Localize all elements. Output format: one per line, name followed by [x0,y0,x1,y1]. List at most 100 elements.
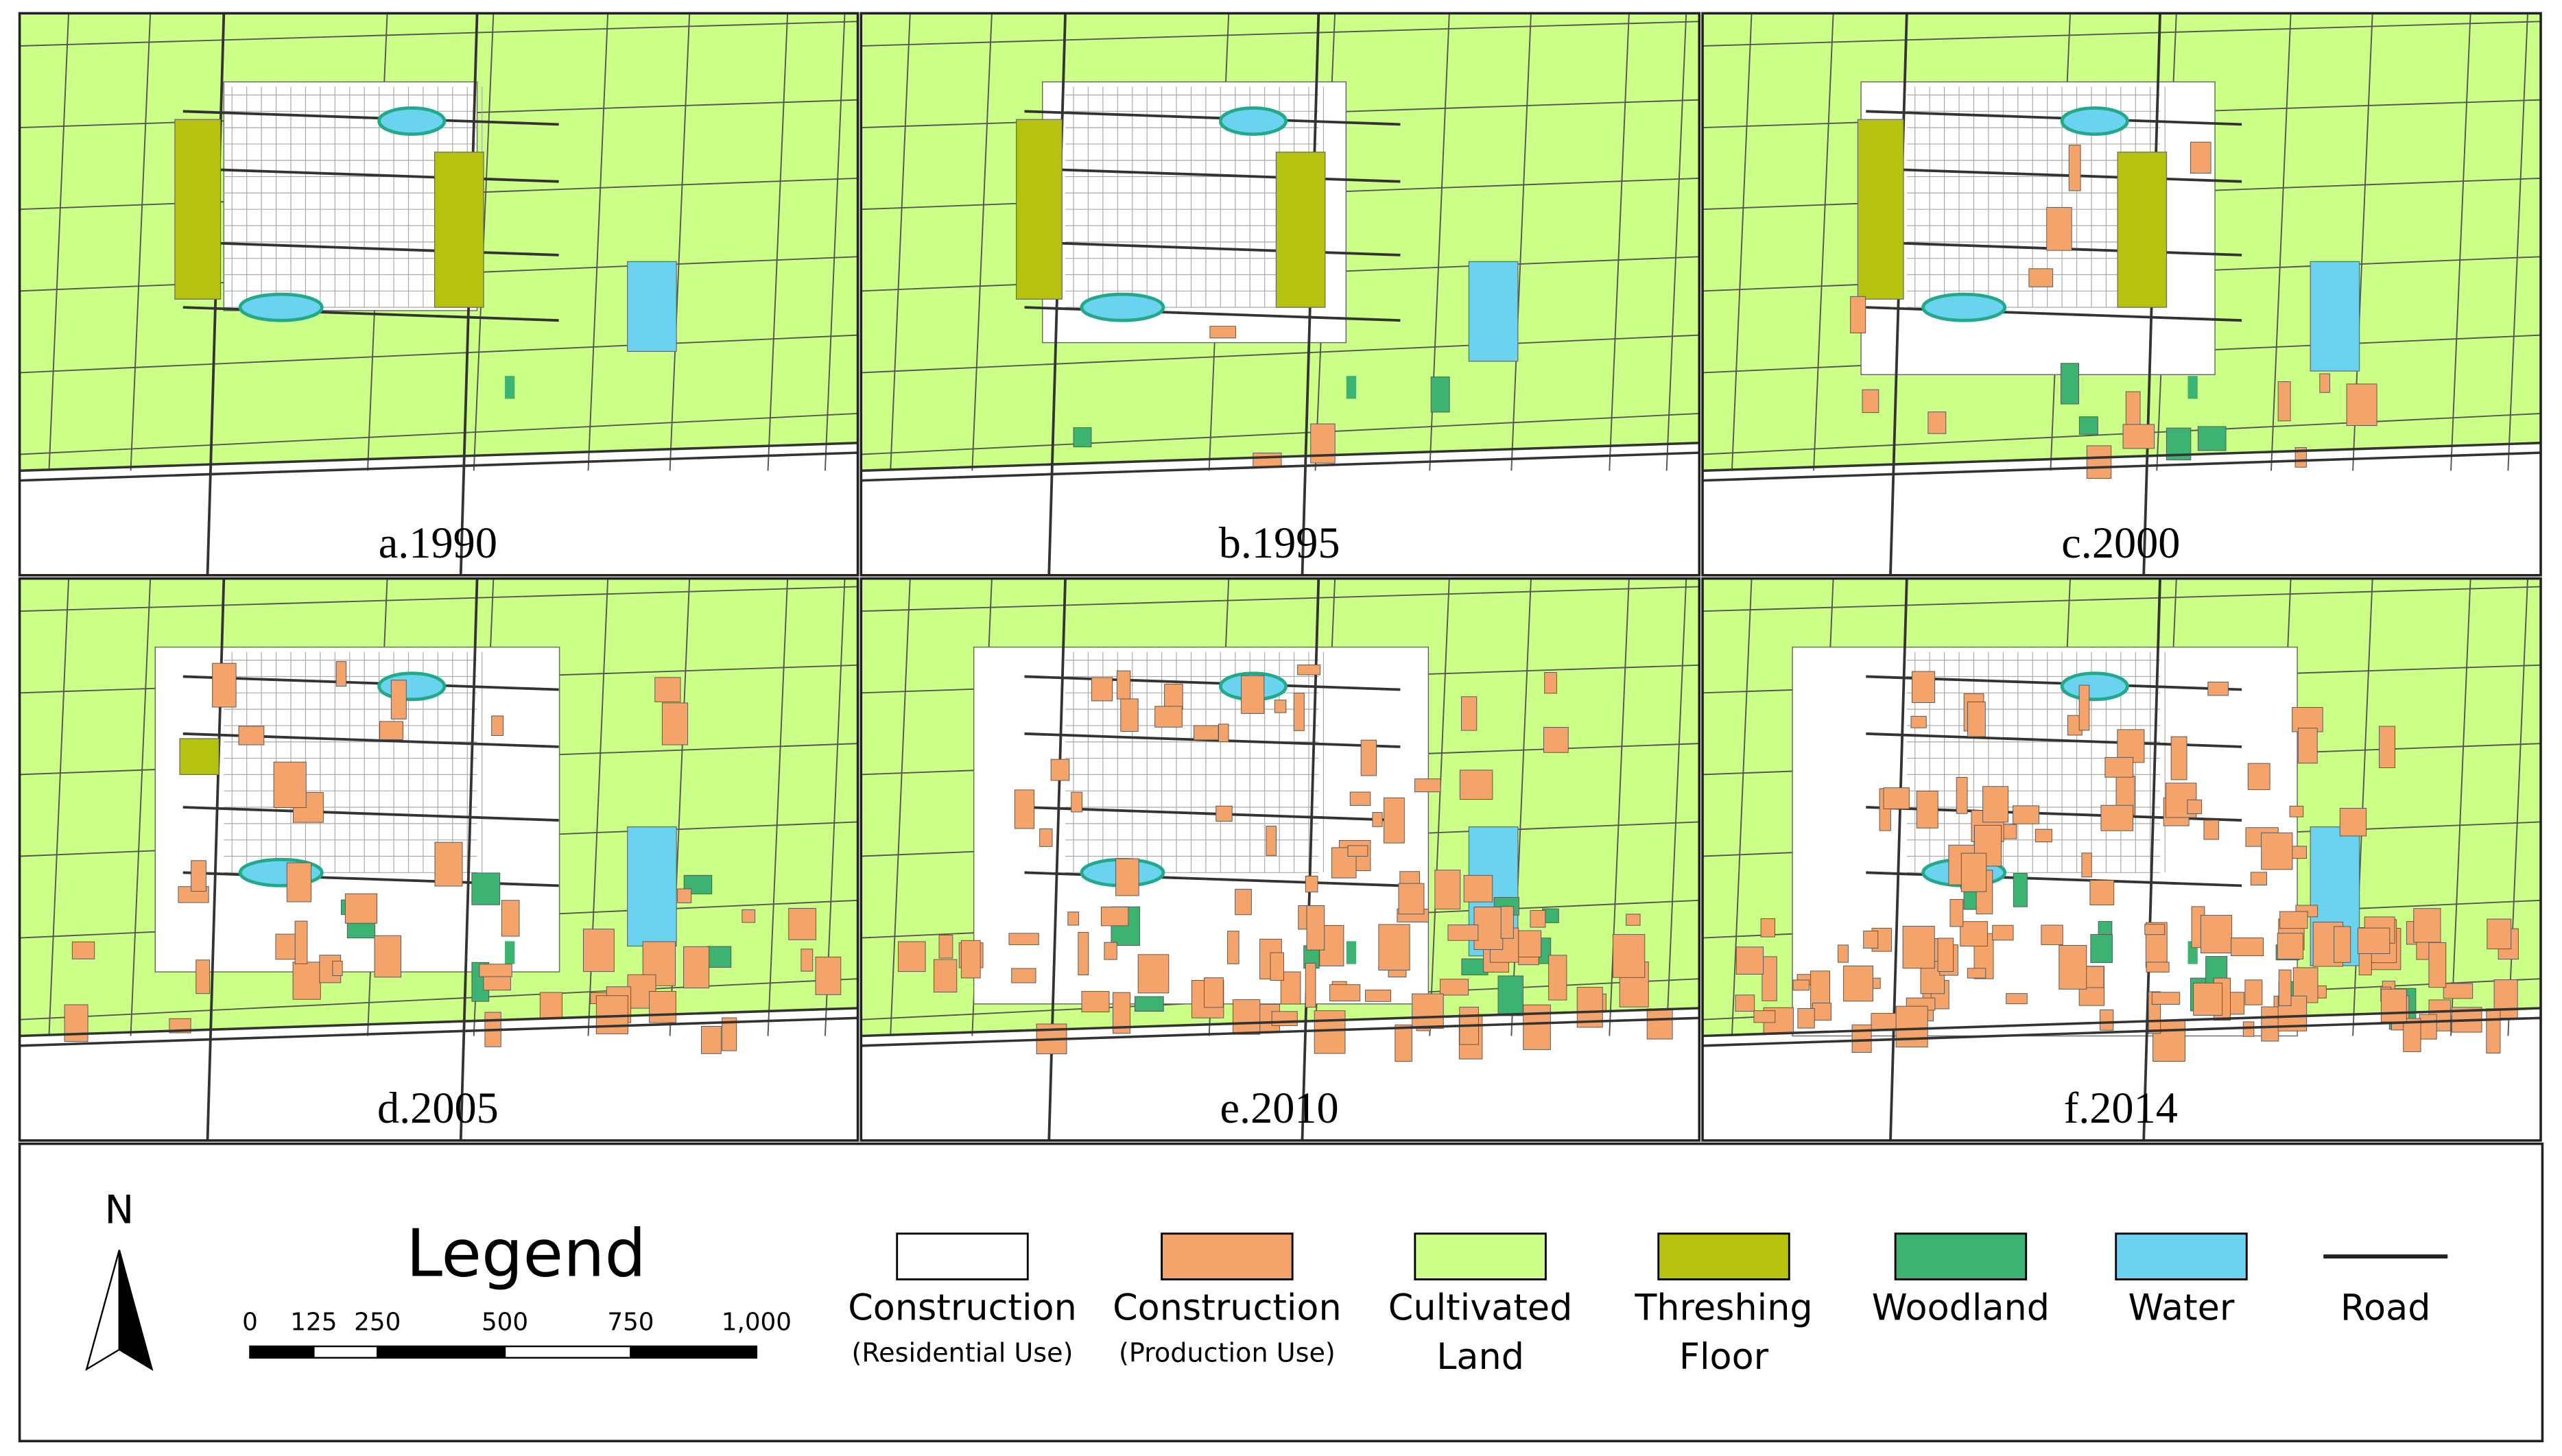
production [1204,977,1224,1008]
road [1024,167,1401,183]
production [654,677,681,702]
panel-border [1701,12,2542,577]
panel-border [1701,577,2542,1142]
production [2035,828,2052,843]
production [294,920,308,964]
production [1194,725,1219,741]
production [2086,445,2112,479]
woodland [1497,975,1523,1016]
road [182,167,559,183]
field-line [19,413,858,455]
production [1378,924,1410,971]
production [1050,759,1070,781]
production [1792,979,1810,991]
map-body [1703,13,2541,575]
production [1349,791,1371,806]
main-road [861,442,1700,482]
field-line [890,13,911,471]
production [1500,906,1514,939]
production [742,909,756,923]
legend-label: Cultivated [1388,1287,1573,1329]
production [501,900,520,937]
road [1866,167,2242,183]
woodland [2090,934,2113,964]
production [1297,665,1321,676]
production [1305,875,1318,893]
production [1395,1024,1412,1062]
production [1314,1010,1346,1054]
water [377,671,447,702]
production [2277,933,2303,959]
woodland [1346,376,1357,399]
production [1735,946,1764,975]
production [1949,899,1964,927]
production [1883,787,1910,809]
production [700,1026,722,1054]
production [2278,969,2292,1006]
map-body [1703,578,2541,1141]
field-line [1703,413,2541,455]
legend-label: Woodland [1872,1287,2050,1329]
water [627,826,677,947]
production [2100,804,2134,831]
production [1902,926,1935,969]
production [191,860,206,892]
legend-box [18,1142,2544,1443]
production [379,721,403,740]
production [1612,934,1646,978]
production [2242,1021,2255,1037]
production [1862,389,1879,414]
production [2261,832,2293,870]
production [1078,931,1089,976]
production [1293,693,1305,731]
production [1459,769,1493,800]
non-farm-area [19,442,858,575]
legend-label: Water [2128,1287,2235,1329]
production [1626,914,1641,926]
production [1365,990,1392,1002]
panel-border [859,12,1701,577]
field-line [824,13,846,471]
production [390,680,407,719]
road [2142,578,2161,1141]
production [2200,915,2233,953]
production [1838,944,1849,963]
production [1233,999,1261,1035]
production [212,663,237,708]
production [800,948,814,972]
production [1928,411,1947,434]
production [1310,423,1336,464]
production [2443,983,2474,999]
road [1024,732,1401,748]
scale-segment [503,1345,632,1359]
production [2297,728,2318,764]
production [2085,966,2104,988]
production [1967,968,1986,979]
production [1137,954,1170,994]
scale-label: 1,000 [722,1309,792,1337]
panel-border [18,12,859,577]
field-line [1813,13,1834,471]
water [2060,106,2129,136]
production [2068,145,2081,191]
production [273,761,307,809]
production [1104,942,1117,960]
production [1270,952,1284,981]
production [1120,698,1139,732]
production [2081,852,2092,878]
production [1543,727,1569,753]
production [491,715,504,736]
woodland [2060,363,2079,405]
production [2104,756,2134,778]
production [2487,918,2512,950]
production [1797,1007,1815,1029]
production [1548,955,1567,1001]
production [1071,791,1082,813]
production [1956,777,1968,814]
production [1274,700,1287,713]
field-line [48,578,69,1036]
production [2046,206,2072,251]
production [1398,883,1425,915]
production [2187,799,2203,814]
